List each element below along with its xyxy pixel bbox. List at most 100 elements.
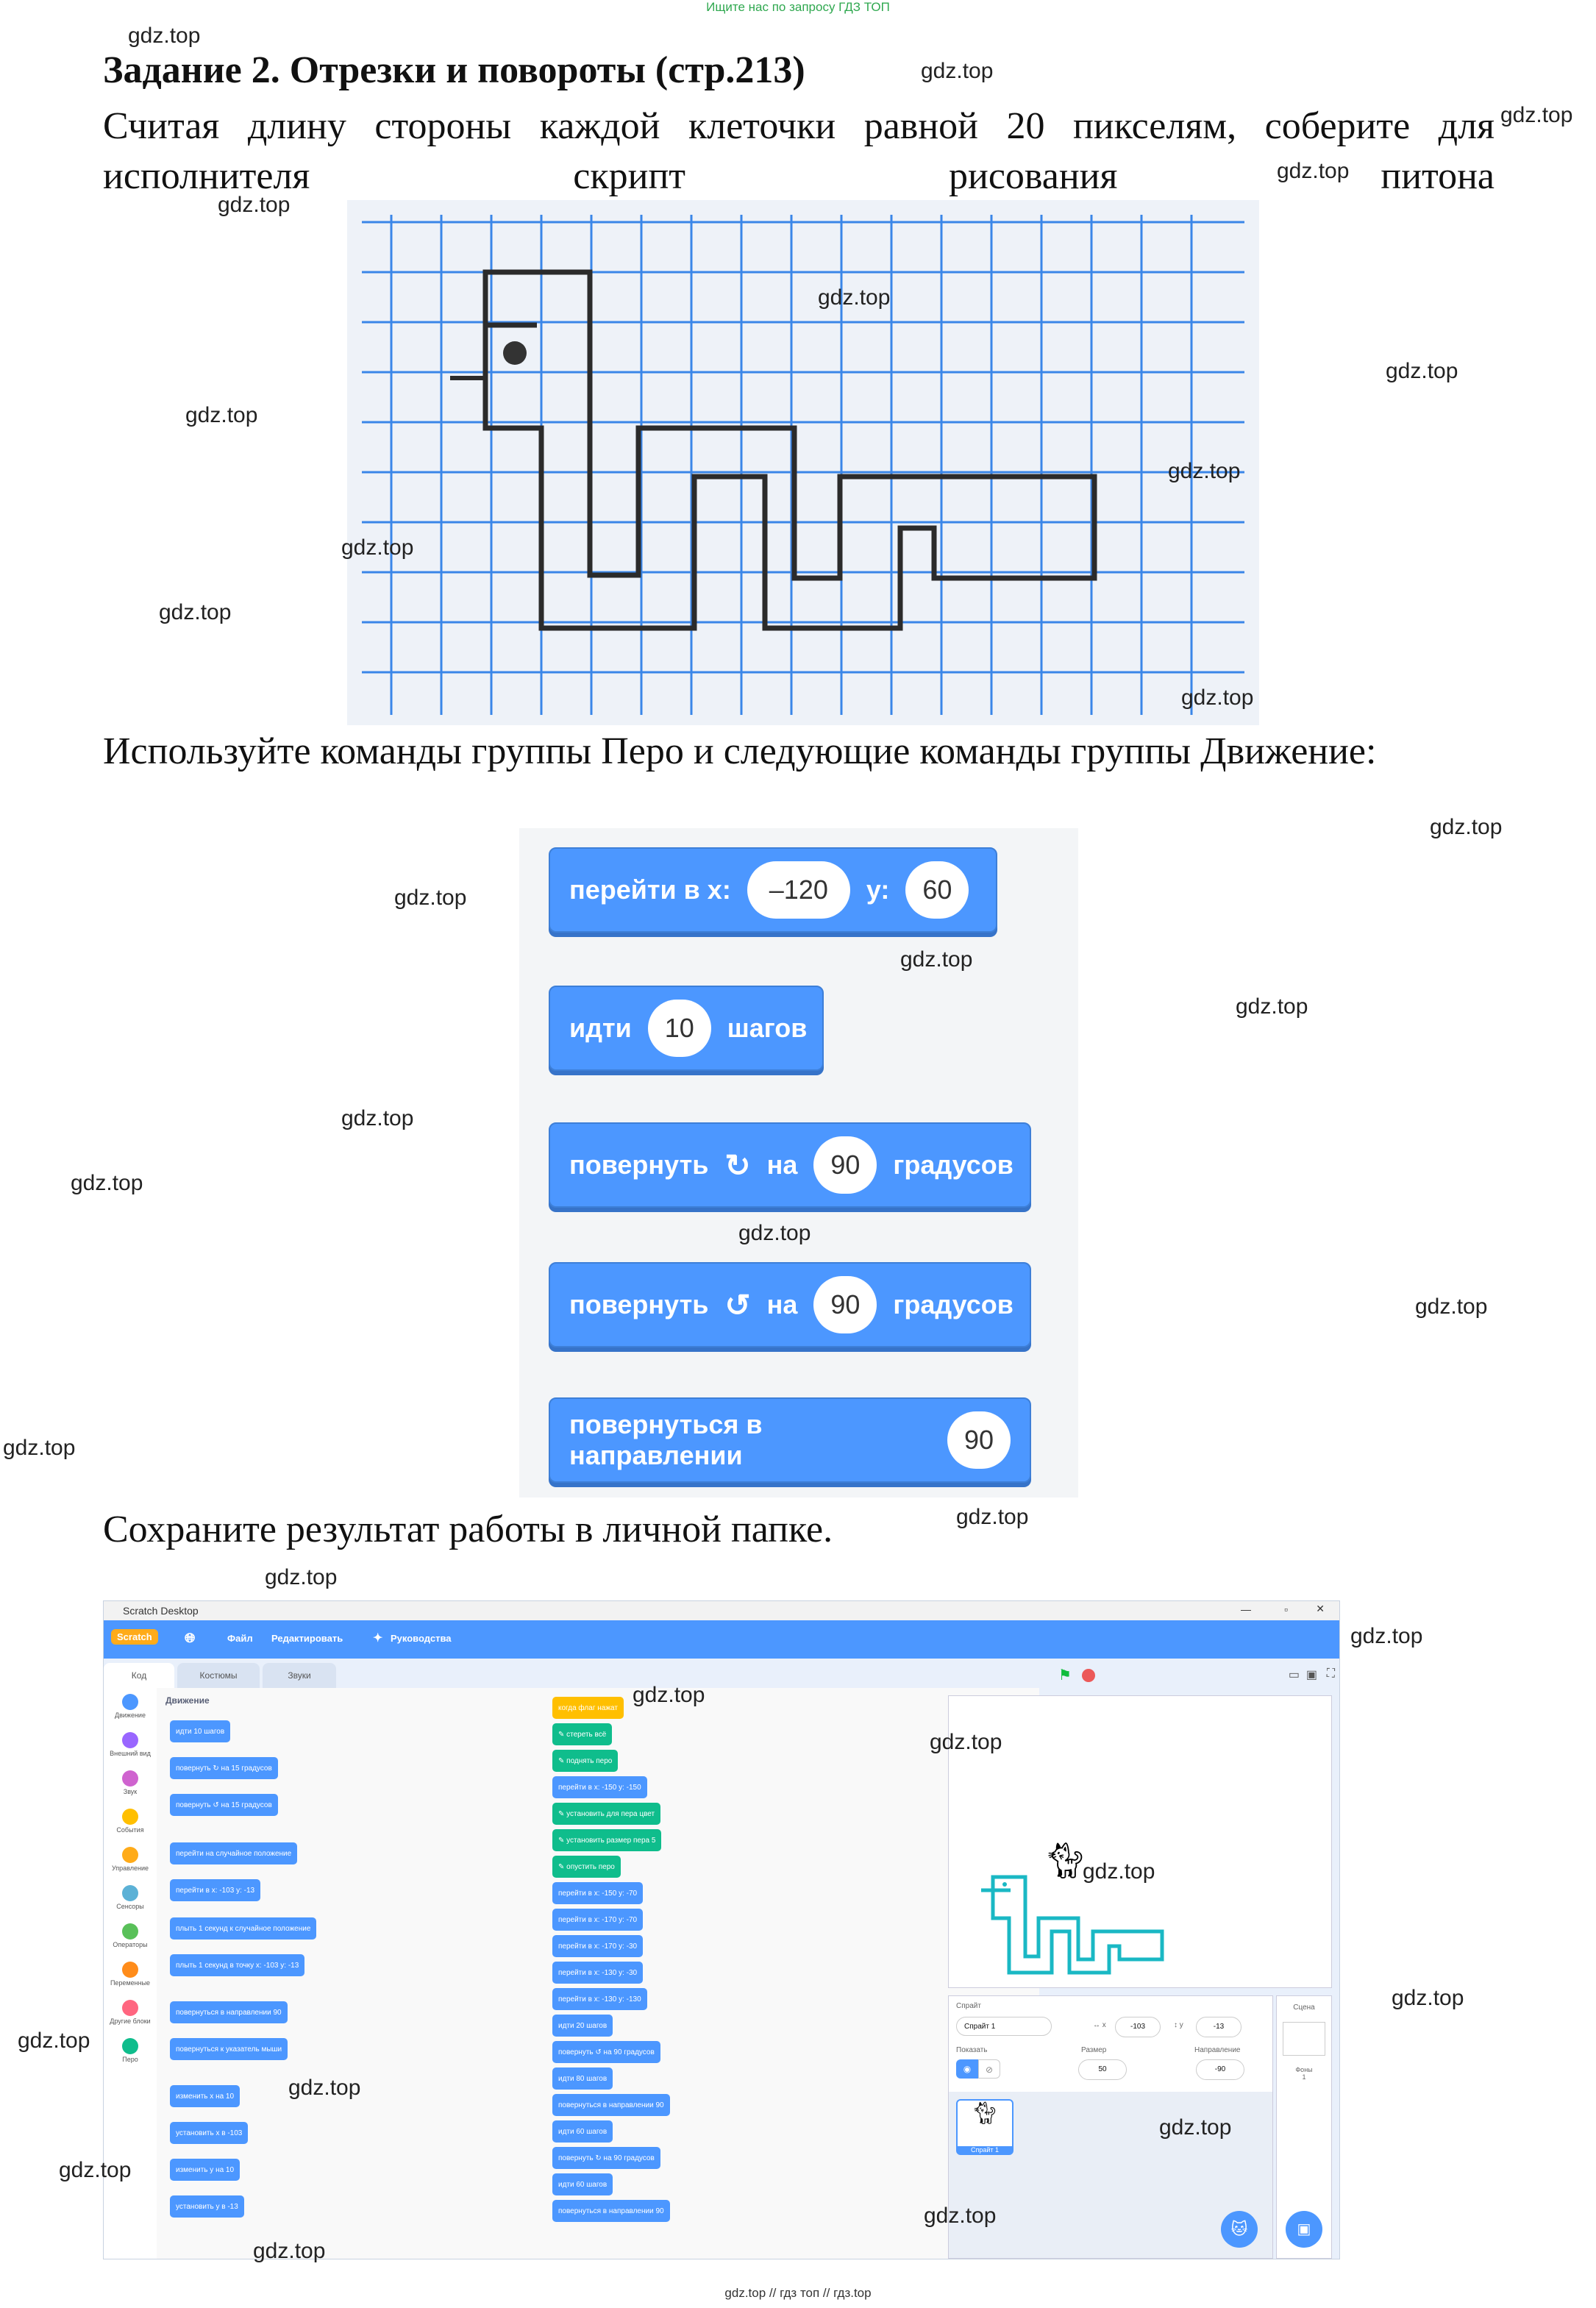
scratch-logo[interactable]: Scratch <box>111 1629 158 1645</box>
category-label: Операторы <box>113 1941 148 1948</box>
sprite-thumbnail[interactable]: 🐈︎ Спрайт 1 <box>956 2099 1013 2155</box>
script-block[interactable]: перейти в x: -170 y: -30 <box>552 1935 644 1957</box>
watermark: gdz.top <box>185 403 258 427</box>
script-block[interactable]: ✎ поднять перо <box>552 1750 619 1772</box>
category-dot-icon <box>122 1809 138 1825</box>
intro-paragraph: Считая длину стороны каждой клеточки рав… <box>103 105 1495 197</box>
watermark: gdz.top <box>1430 815 1503 839</box>
watermark: gdz.top <box>1415 1294 1488 1319</box>
sprite-direction-input[interactable]: -90 <box>1196 2059 1244 2080</box>
palette-block[interactable]: перейти в x: -103 y: -13 <box>170 1879 261 1901</box>
script-block[interactable]: перейти в x: -130 y: -30 <box>552 1962 644 1984</box>
palette-block[interactable]: перейти на случайное положение <box>170 1842 298 1864</box>
script-block[interactable]: повернуть ↻ на 90 градусов <box>552 2147 660 2169</box>
small-stage-icon[interactable]: ▭ <box>1288 1669 1300 1681</box>
backdrop-thumbnail[interactable] <box>1283 2022 1325 2056</box>
palette-block[interactable]: повернуть ↻ на 15 градусов <box>170 1757 278 1779</box>
sprite-size-input[interactable]: 50 <box>1078 2059 1127 2080</box>
show-label: Показать <box>956 2046 988 2054</box>
backdrops-label: Фоны <box>1295 2066 1313 2073</box>
watermark: gdz.top <box>341 535 414 560</box>
stop-icon[interactable] <box>1082 1669 1095 1682</box>
sprite-y-input[interactable]: -13 <box>1196 2017 1241 2037</box>
menu-bar: Scratch 🌐︎ Файл Редактировать ✦ Руководс… <box>104 1620 1339 1659</box>
close-icon[interactable]: ✕ <box>1316 1603 1325 1614</box>
script-block[interactable]: перейти в x: -130 y: -130 <box>552 1988 647 2010</box>
script-block[interactable]: когда флаг нажат <box>552 1697 624 1719</box>
category-item[interactable]: Сенсоры <box>104 1885 157 1910</box>
palette-block[interactable]: установить x в -103 <box>170 2122 249 2144</box>
stage-canvas[interactable]: 🐈︎ <box>948 1695 1332 1988</box>
category-item[interactable]: Перо <box>104 2038 157 2063</box>
script-block[interactable]: перейти в x: -170 y: -70 <box>552 1909 644 1931</box>
fullscreen-icon[interactable]: ⛶ <box>1326 1667 1335 1680</box>
category-item[interactable]: Операторы <box>104 1923 157 1948</box>
code-area[interactable]: 🐱︎ + − = когда флаг нажат✎ стереть всё✎ … <box>458 1688 1039 2259</box>
script-block[interactable]: идти 60 шагов <box>552 2173 613 2195</box>
add-backdrop-icon[interactable]: ▣ <box>1286 2211 1322 2248</box>
tab-costumes[interactable]: Костюмы <box>177 1663 260 1688</box>
script-block[interactable]: повернуть ↺ на 90 градусов <box>552 2041 660 2063</box>
script-block[interactable]: ✎ опустить перо <box>552 1856 621 1878</box>
turn-right-block: повернуть ↻ на 90 градусов <box>549 1122 1031 1208</box>
category-item[interactable]: Переменные <box>104 1962 157 1987</box>
tab-sounds[interactable]: Звуки <box>263 1663 336 1688</box>
script-block[interactable]: ✎ стереть всё <box>552 1723 613 1745</box>
palette-block[interactable]: идти 10 шагов <box>170 1720 231 1742</box>
watermark: gdz.top <box>1159 2115 1232 2140</box>
green-flag-icon[interactable]: ⚑ <box>1058 1667 1072 1684</box>
show-hidden-icon[interactable]: ⊘ <box>978 2059 1000 2079</box>
category-label: Перо <box>122 2056 138 2063</box>
watermark: gdz.top <box>1392 1986 1464 2010</box>
category-dot-icon <box>122 1770 138 1787</box>
palette-block[interactable]: повернуть ↺ на 15 градусов <box>170 1794 278 1816</box>
category-item[interactable]: Управление <box>104 1847 157 1872</box>
palette-block[interactable]: повернуться в направлении 90 <box>170 2001 288 2023</box>
category-item[interactable]: Другие блоки <box>104 2000 157 2025</box>
palette-block[interactable]: установить y в -13 <box>170 2195 244 2218</box>
palette-block[interactable]: повернуться к указатель мыши <box>170 2038 288 2060</box>
category-dot-icon <box>122 1847 138 1863</box>
rotate-counterclockwise-icon: ↺ <box>724 1287 751 1322</box>
palette-block[interactable]: плыть 1 секунд в точку x: -103 y: -13 <box>170 1954 305 1976</box>
script-block[interactable]: перейти в x: -150 y: -70 <box>552 1882 644 1904</box>
menu-tutorials[interactable]: Руководства <box>391 1633 452 1644</box>
palette-block[interactable]: изменить y на 10 <box>170 2159 241 2181</box>
x-arrows-icon: ↔ x <box>1093 2021 1106 2029</box>
palette-block[interactable]: изменить x на 10 <box>170 2085 241 2107</box>
backdrops-count: 1 <box>1302 2073 1306 2081</box>
category-item[interactable]: События <box>104 1809 157 1834</box>
sprite-name-input[interactable]: Спрайт 1 <box>956 2017 1052 2036</box>
category-list: Движение Внешний вид Звук События Управление… <box>104 1688 157 2259</box>
palette-block[interactable]: плыть 1 секунд к случайное положение <box>170 1917 317 1940</box>
tab-code[interactable]: Код <box>104 1663 174 1688</box>
menu-file[interactable]: Файл <box>227 1633 253 1644</box>
category-item[interactable]: Внешний вид <box>104 1732 157 1757</box>
sprite-x-input[interactable]: -103 <box>1115 2017 1161 2037</box>
watermark: gdz.top <box>900 947 973 972</box>
palette-heading: Движение <box>165 1695 210 1706</box>
category-item[interactable]: Звук <box>104 1770 157 1795</box>
menu-edit[interactable]: Редактировать <box>271 1633 343 1644</box>
script-block[interactable]: перейти в x: -150 y: -150 <box>552 1776 647 1798</box>
script-block[interactable]: повернуться в направлении 90 <box>552 2200 670 2222</box>
watermark: gdz.top <box>738 1221 811 1245</box>
watermark: gdz.top <box>930 1730 1002 1754</box>
script-block[interactable]: идти 60 шагов <box>552 2120 613 2143</box>
script-block[interactable]: идти 20 шагов <box>552 2015 613 2037</box>
category-label: Сенсоры <box>116 1903 144 1910</box>
show-visible-icon[interactable]: ◉ <box>956 2059 978 2079</box>
script-block[interactable]: повернуться в направлении 90 <box>552 2094 670 2116</box>
script-block[interactable]: ✎ установить для пера цвет <box>552 1803 661 1825</box>
script-block[interactable]: идти 80 шагов <box>552 2067 613 2090</box>
watermark: gdz.top <box>1386 359 1458 383</box>
globe-icon[interactable]: 🌐︎ <box>185 1631 196 1645</box>
script-block[interactable]: ✎ установить размер пера 5 <box>552 1829 662 1851</box>
direction-label: Направление <box>1194 2046 1241 2054</box>
add-sprite-icon[interactable]: 🐱︎ <box>1221 2211 1258 2248</box>
category-item[interactable]: Движение <box>104 1694 157 1719</box>
maximize-icon[interactable]: ▫ <box>1284 1603 1288 1615</box>
large-stage-icon[interactable]: ▣ <box>1305 1669 1317 1681</box>
minimize-icon[interactable]: — <box>1241 1603 1251 1615</box>
top-banner[interactable]: Ищите нас по запросу ГДЗ ТОП <box>706 0 890 14</box>
